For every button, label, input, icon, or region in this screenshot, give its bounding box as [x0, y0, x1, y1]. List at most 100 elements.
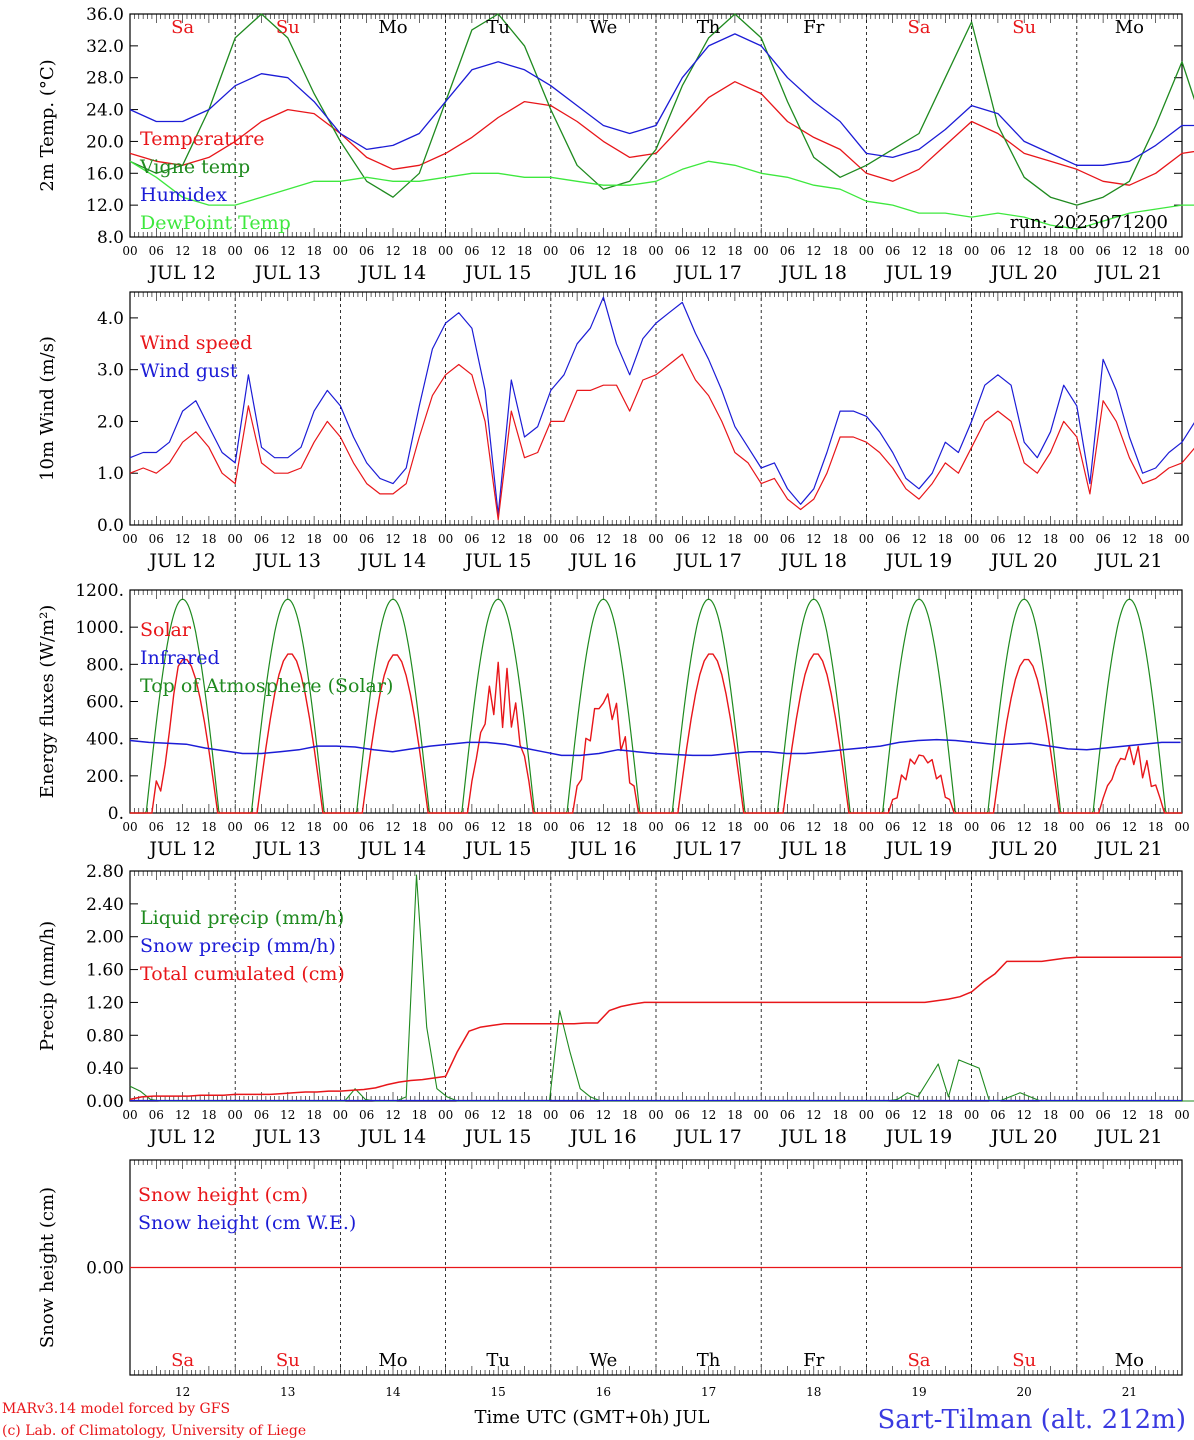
date-label: JUL 17	[673, 838, 741, 860]
hour-tick-label: 06	[569, 1108, 584, 1122]
hour-tick-label: 12	[491, 532, 506, 546]
series-line-top-of-atmosphere	[971, 598, 1077, 814]
hour-tick-label: 18	[938, 532, 953, 546]
date-label: JUL 13	[253, 1126, 321, 1148]
y-tick-label: 200.	[86, 767, 124, 787]
y-tick-label: 1200.	[75, 581, 124, 601]
weekday-label-bottom: Mo	[378, 1350, 407, 1371]
series-line-wind-gust	[129, 296, 1194, 516]
date-label: JUL 15	[463, 262, 531, 284]
series-line-dewpoint-temp	[129, 160, 1194, 230]
hour-tick-label: 12	[701, 820, 716, 834]
date-label: JUL 20	[989, 838, 1057, 860]
date-label: JUL 16	[568, 1126, 636, 1148]
hour-tick-label: 12	[596, 820, 611, 834]
credit-lab: (c) Lab. of Climatology, University of L…	[2, 1423, 306, 1439]
hour-tick-label: 00	[228, 532, 243, 546]
hour-tick-label: 00	[754, 820, 769, 834]
hour-tick-label: 00	[754, 1108, 769, 1122]
y-tick-label: 2.0	[97, 412, 124, 432]
hour-tick-label: 06	[149, 244, 164, 258]
date-label: JUL 16	[568, 838, 636, 860]
y-tick-label: 1.0	[97, 464, 124, 484]
hour-tick-label: 06	[359, 1108, 374, 1122]
credit-model: MARv3.14 model forced by GFS	[2, 1401, 230, 1417]
legend-entry: Infrared	[140, 647, 220, 669]
date-label: JUL 13	[253, 838, 321, 860]
hour-tick-label: 18	[306, 1108, 321, 1122]
hour-tick-label: 12	[385, 244, 400, 258]
hour-tick-label: 00	[1069, 244, 1084, 258]
hour-tick-label: 12	[701, 532, 716, 546]
day-number-label: 14	[385, 1385, 401, 1399]
y-tick-label: 1.20	[86, 993, 124, 1013]
date-label: JUL 12	[147, 262, 215, 284]
hour-tick-label: 00	[228, 244, 243, 258]
date-label: JUL 15	[463, 1126, 531, 1148]
hour-tick-label: 18	[622, 820, 637, 834]
hour-tick-label: 12	[806, 532, 821, 546]
series-line-top-of-atmosphere	[130, 598, 236, 814]
y-tick-label: 1000.	[75, 618, 124, 638]
x-ticks	[129, 1160, 1183, 1375]
date-label: JUL 18	[779, 1126, 847, 1148]
hour-tick-label: 00	[122, 820, 137, 834]
y-tick-label: 8.0	[97, 228, 124, 248]
hour-tick-label: 06	[990, 532, 1005, 546]
hour-tick-label: 06	[359, 820, 374, 834]
day-number-label: 15	[491, 1385, 506, 1399]
date-label: JUL 16	[568, 550, 636, 572]
hour-tick-label: 18	[622, 244, 637, 258]
hour-tick-label: 12	[911, 1108, 926, 1122]
hour-tick-label: 06	[675, 532, 690, 546]
hour-tick-label: 18	[201, 244, 216, 258]
hour-tick-label: 00	[333, 1108, 348, 1122]
hour-tick-label: 06	[569, 532, 584, 546]
date-label: JUL 18	[779, 262, 847, 284]
date-label: JUL 14	[358, 550, 426, 572]
hour-tick-label: 00	[964, 820, 979, 834]
run-annotation: run: 2025071200	[1010, 212, 1168, 233]
hour-tick-label: 18	[517, 532, 532, 546]
hour-tick-label: 18	[622, 1108, 637, 1122]
day-number-label: 18	[806, 1385, 821, 1399]
hour-tick-label: 18	[517, 244, 532, 258]
y-tick-label: 800.	[86, 655, 124, 675]
weekday-label-bottom: Fr	[803, 1350, 824, 1371]
hour-tick-label: 06	[885, 532, 900, 546]
hour-tick-label: 00	[964, 1108, 979, 1122]
hour-tick-label: 18	[201, 820, 216, 834]
y-tick-label: 2.00	[86, 928, 124, 948]
hour-tick-label: 12	[491, 1108, 506, 1122]
hour-tick-label: 18	[1148, 532, 1163, 546]
hour-tick-label: 00	[859, 1108, 874, 1122]
hour-tick-label: 12	[175, 820, 190, 834]
y-tick-label: 2.40	[86, 895, 124, 915]
series-line-solar	[235, 653, 341, 814]
hour-tick-label: 00	[859, 820, 874, 834]
hour-tick-label: 00	[333, 820, 348, 834]
hour-tick-label: 18	[727, 244, 742, 258]
y-tick-label: 0.00	[86, 1259, 124, 1279]
hour-tick-label: 06	[990, 1108, 1005, 1122]
series-line-solar	[971, 658, 1077, 814]
hour-tick-label: 12	[1122, 244, 1137, 258]
hour-tick-label: 06	[1095, 1108, 1110, 1122]
hour-tick-label: 12	[806, 244, 821, 258]
hour-tick-label: 00	[964, 244, 979, 258]
weekday-label-bottom: Sa	[907, 1350, 930, 1371]
hour-tick-label: 18	[517, 820, 532, 834]
hour-tick-label: 00	[1174, 820, 1189, 834]
x-ticks	[129, 871, 1183, 1101]
legend-entry: Wind speed	[140, 332, 252, 354]
hour-tick-label: 12	[1017, 820, 1032, 834]
hour-tick-label: 00	[648, 820, 663, 834]
hour-tick-label: 12	[911, 820, 926, 834]
hour-tick-label: 12	[1017, 1108, 1032, 1122]
series-line-solar	[130, 658, 236, 814]
hour-tick-label: 00	[543, 244, 558, 258]
hour-tick-label: 12	[1122, 820, 1137, 834]
date-label: JUL 17	[673, 550, 741, 572]
hour-tick-label: 12	[175, 532, 190, 546]
hour-tick-label: 00	[754, 244, 769, 258]
